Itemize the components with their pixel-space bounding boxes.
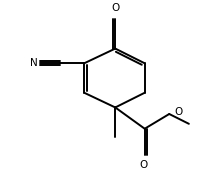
Text: O: O	[139, 160, 147, 170]
Text: O: O	[111, 3, 119, 13]
Text: N: N	[30, 58, 38, 68]
Text: O: O	[174, 107, 182, 117]
